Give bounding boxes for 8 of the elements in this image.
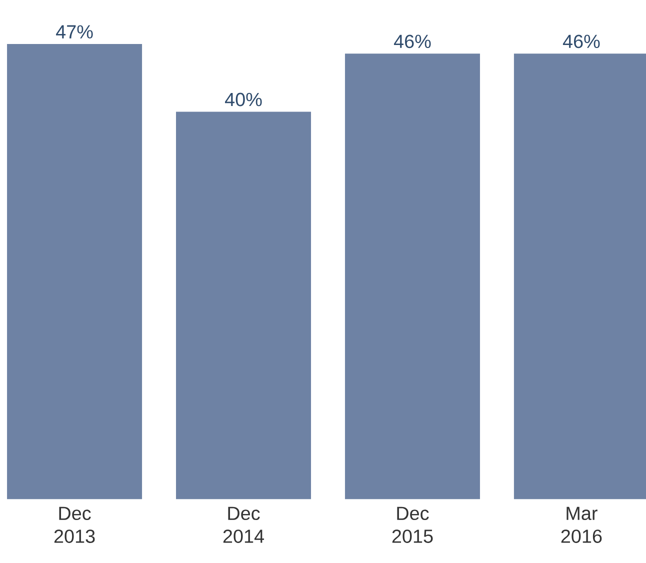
x-tick-label: Dec 2013 <box>54 506 95 543</box>
data-label: 46% <box>394 34 431 48</box>
x-tick-label: Dec 2015 <box>392 506 433 543</box>
data-label: 40% <box>225 92 262 106</box>
x-tick-label: Mar 2016 <box>561 506 602 543</box>
data-label: 46% <box>562 34 600 48</box>
data-label: 47% <box>56 25 93 38</box>
x-tick-label: Dec 2014 <box>223 506 264 543</box>
